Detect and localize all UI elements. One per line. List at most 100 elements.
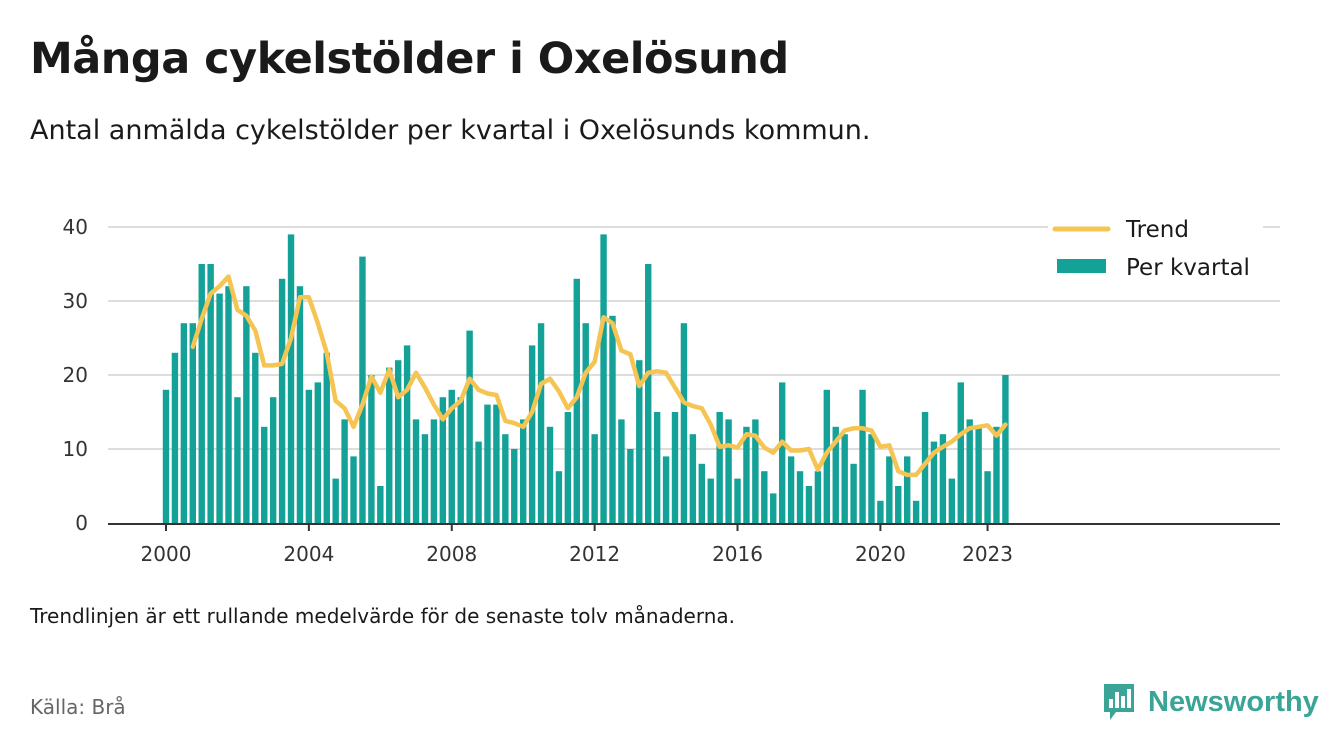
bar: [903, 456, 911, 523]
bar: [180, 323, 188, 523]
bar: [162, 389, 170, 523]
bar: [225, 286, 232, 523]
bar: [796, 471, 804, 523]
bar: [877, 500, 884, 523]
bar: [412, 419, 420, 523]
bar: [948, 478, 956, 523]
bar: [993, 426, 1000, 523]
bar: [359, 256, 366, 523]
x-axis-ticks: 2000 2004 2008 2012 2016 2020 2023: [141, 524, 1013, 566]
bar: [520, 419, 527, 523]
x-tick-label: 2023: [962, 542, 1013, 566]
bar: [600, 234, 607, 523]
bar: [975, 426, 982, 523]
bar: [859, 389, 866, 523]
bar: [314, 382, 322, 523]
bar: [939, 434, 947, 523]
bar: [216, 293, 223, 523]
bar: [609, 315, 616, 523]
x-tick-label: 2020: [855, 542, 906, 566]
bar: [207, 264, 214, 523]
bar: [707, 478, 714, 523]
x-tick-label: 2016: [712, 542, 763, 566]
bar: [805, 486, 813, 523]
bar: [243, 286, 250, 523]
bar: [841, 434, 848, 523]
bar: [332, 478, 339, 523]
chart-subtitle: Antal anmälda cykelstölder per kvartal i…: [30, 115, 871, 146]
bar: [261, 426, 268, 523]
bar: [895, 486, 902, 523]
bar: [493, 404, 500, 523]
bar: [627, 449, 634, 523]
bar: [287, 234, 295, 523]
bar: [618, 419, 625, 523]
newsworthy-logo-icon: [1104, 684, 1134, 720]
bar: [252, 352, 259, 523]
bar: [645, 264, 652, 523]
source-label: Källa: Brå: [30, 695, 126, 719]
bar: [537, 323, 545, 523]
bar: [171, 352, 179, 523]
legend-background: [1048, 210, 1263, 290]
y-tick-label: 10: [63, 437, 88, 461]
bar: [743, 426, 750, 523]
bar: [323, 352, 330, 523]
legend-bar-swatch: [1057, 259, 1106, 273]
newsworthy-logo[interactable]: Newsworthy: [1102, 682, 1319, 722]
bar: [350, 456, 357, 523]
bar: [430, 419, 438, 523]
bar: [484, 404, 491, 523]
bar: [930, 441, 938, 523]
x-tick-label: 2004: [283, 542, 334, 566]
y-tick-label: 30: [63, 289, 88, 313]
x-tick-label: 2012: [569, 542, 620, 566]
bar-series: [162, 234, 1009, 523]
y-axis-ticks: 0 10 20 30 40: [63, 215, 88, 535]
bar: [966, 419, 973, 523]
bar: [957, 382, 964, 523]
trend-line: [190, 274, 1008, 478]
bar: [912, 500, 920, 523]
bar: [234, 397, 241, 523]
legend: Trend Per kvartal: [1048, 210, 1263, 290]
bar: [582, 323, 589, 523]
bar-chart: 0 10 20 30 40 2000 2004 2008 2012 2016 2020 2023 T…: [62, 210, 1280, 566]
bar: [341, 419, 348, 523]
bar: [403, 345, 411, 523]
bar: [296, 286, 304, 523]
legend-label-trend: Trend: [1125, 217, 1189, 243]
bar: [770, 493, 777, 523]
bar: [198, 264, 205, 523]
bar: [394, 360, 402, 523]
bar: [778, 382, 786, 523]
trend-series: [190, 274, 1008, 478]
bar: [386, 367, 393, 523]
bar: [1002, 375, 1009, 523]
bar: [698, 463, 705, 523]
bar: [725, 419, 732, 523]
x-tick-label: 2000: [141, 542, 192, 566]
bar: [278, 278, 286, 523]
bar: [832, 426, 839, 523]
bar: [528, 345, 536, 523]
bar: [421, 434, 429, 523]
y-tick-label: 20: [63, 363, 88, 387]
bar: [787, 456, 795, 523]
bar: [680, 323, 688, 523]
bar: [921, 412, 929, 523]
bar: [662, 456, 670, 523]
bar: [546, 426, 554, 523]
bar: [475, 441, 482, 523]
bar: [573, 278, 580, 523]
bar: [555, 471, 563, 523]
bar: [591, 434, 598, 523]
bar: [716, 412, 723, 523]
bar: [850, 463, 857, 523]
legend-label-per-kvartal: Per kvartal: [1126, 255, 1250, 281]
bar: [439, 397, 447, 523]
bar: [671, 412, 679, 523]
bar: [368, 375, 375, 523]
bar: [886, 456, 893, 523]
bar: [868, 434, 875, 523]
